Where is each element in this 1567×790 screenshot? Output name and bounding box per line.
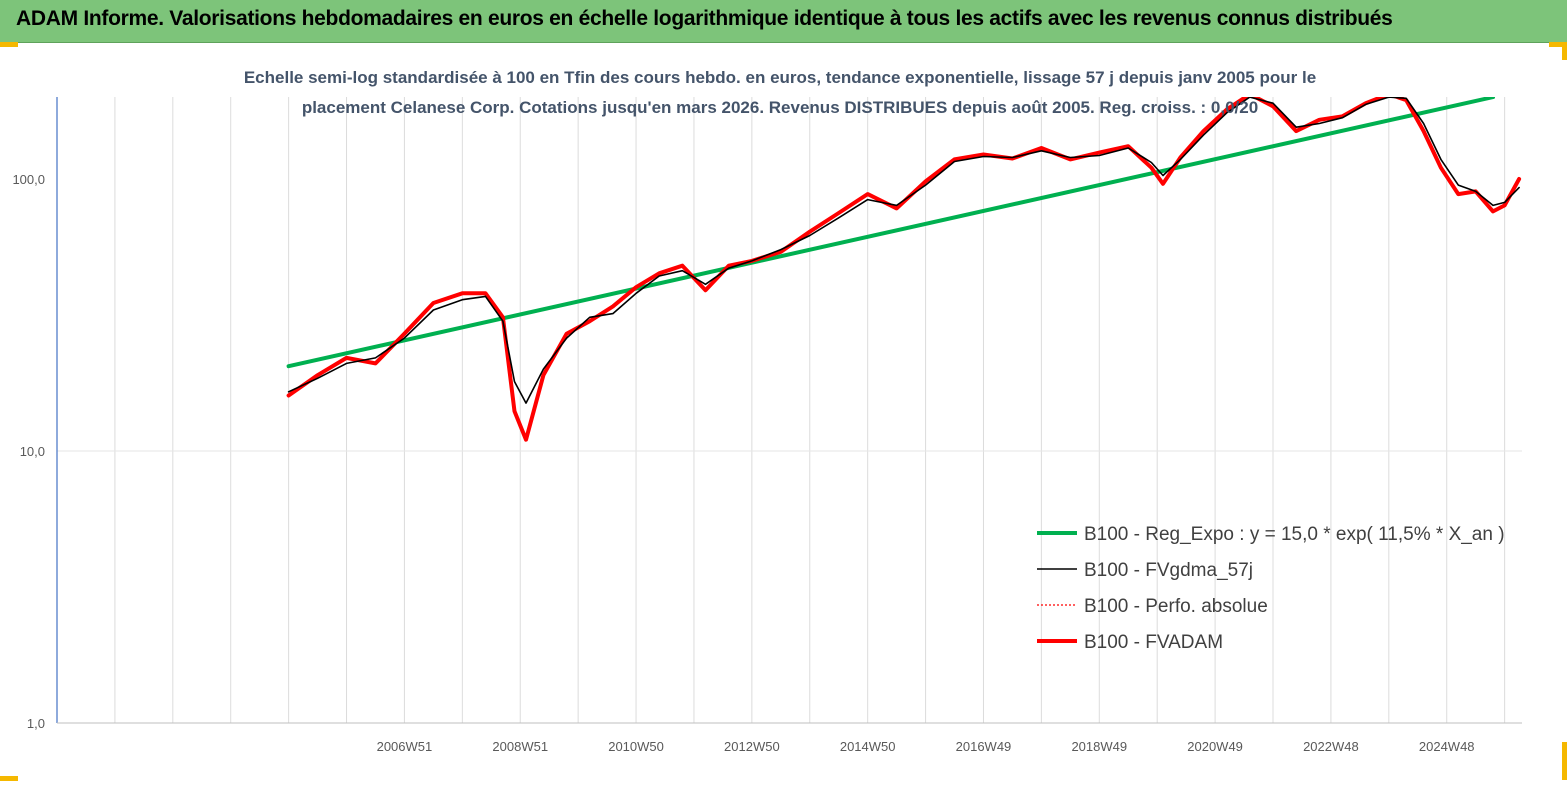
corner-marker-top-right	[1549, 42, 1567, 47]
corner-marker-top-left	[0, 42, 18, 47]
corner-marker-right-top	[1562, 42, 1567, 60]
report-title: ADAM Informe. Valorisations hebdomadaire…	[16, 7, 1393, 30]
grid-layer	[56, 97, 1522, 723]
series-line-2	[287, 97, 1520, 441]
corner-marker-bottom-left	[0, 776, 18, 781]
y-tick-label: 10,0	[20, 444, 45, 459]
series-line-1	[287, 97, 1520, 404]
x-tick-label: 2020W49	[1187, 739, 1243, 754]
x-tick-label: 2022W48	[1303, 739, 1359, 754]
chart-title-line-1: Echelle semi-log standardisée à 100 en T…	[243, 68, 1317, 87]
chart-title-line-2: placement Celanese Corp. Cotations jusqu…	[301, 98, 1259, 117]
x-tick-label: 2018W49	[1071, 739, 1127, 754]
legend-label: B100 - FVADAM	[1084, 632, 1223, 653]
series-layer	[286, 97, 1522, 442]
x-tick-label: 2016W49	[956, 739, 1012, 754]
x-tick-label: 2008W51	[492, 739, 548, 754]
x-tick-label: 2024W48	[1419, 739, 1475, 754]
y-tick-label: 100,0	[12, 172, 45, 187]
legend-label: B100 - FVgdma_57j	[1084, 560, 1253, 581]
y-tick-label: 1,0	[27, 716, 45, 731]
header-bar: ADAM Informe. Valorisations hebdomadaire…	[0, 0, 1567, 43]
x-tick-label: 2012W50	[724, 739, 780, 754]
series-line-3	[286, 97, 1522, 442]
x-tick-label: 2006W51	[377, 739, 433, 754]
x-tick-label: 2010W50	[608, 739, 664, 754]
legend-label: B100 - Reg_Expo : y = 15,0 * exp( 11,5% …	[1084, 524, 1505, 545]
x-tick-label: 2014W50	[840, 739, 896, 754]
series-line-0	[286, 97, 1495, 369]
corner-marker-right-bottom	[1562, 742, 1567, 780]
legend-label: B100 - Perfo. absolue	[1084, 596, 1268, 617]
axis-layer: 1,0 10,0 100,0 2006W51 2008W51 2010W50 2012W50…	[12, 97, 1522, 754]
legend: B100 - Reg_Expo : y = 15,0 * exp( 11,5% …	[1037, 524, 1505, 653]
